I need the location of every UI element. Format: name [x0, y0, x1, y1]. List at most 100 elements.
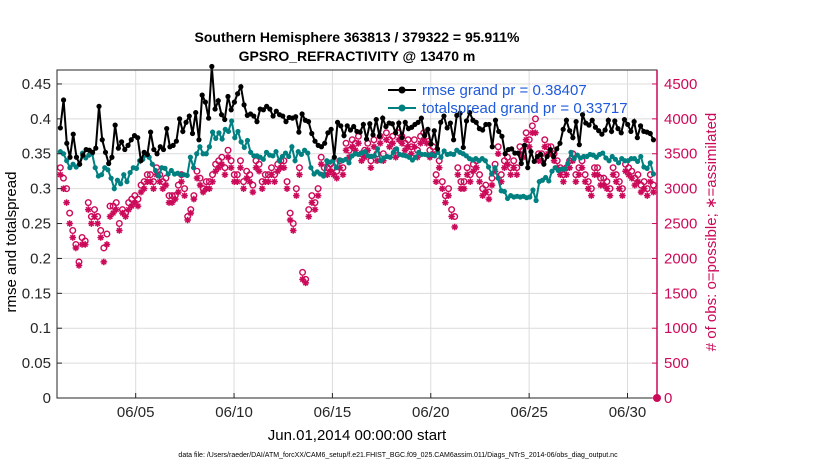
rmse-point	[325, 130, 331, 136]
totalspread-point	[533, 197, 539, 204]
rmse-point	[531, 158, 537, 165]
assimilated-point	[258, 185, 266, 192]
possible-point	[590, 164, 598, 172]
totalspread-point	[248, 149, 254, 155]
rmse-point	[89, 149, 96, 155]
totalspread-point	[260, 156, 266, 162]
rmse-point	[186, 113, 192, 119]
totalspread-point	[238, 139, 244, 145]
assimilated-point	[566, 164, 573, 172]
assimilated-point	[451, 223, 459, 231]
assimilated-point	[234, 178, 241, 185]
y-left-tick-label: 0.45	[22, 76, 51, 93]
possible-point	[510, 157, 518, 165]
rmse-point	[215, 98, 221, 104]
y-left-tick-label: 0.15	[22, 285, 51, 302]
rmse-point	[428, 141, 434, 147]
assimilated-point	[75, 262, 83, 269]
rmse-point	[567, 128, 573, 134]
assimilated-point	[376, 139, 384, 147]
assimilated-point	[389, 139, 396, 147]
possible-point	[181, 185, 189, 193]
totalspread-point	[292, 158, 298, 164]
possible-point	[634, 171, 642, 179]
assimilated-point	[612, 178, 620, 185]
assimilated-point	[364, 146, 372, 154]
assimilated-point	[221, 171, 229, 178]
possible-point	[56, 164, 64, 172]
y-right-tick-label: 1000	[664, 320, 697, 337]
possible-point	[162, 174, 170, 182]
rmse-point	[177, 116, 183, 122]
assimilated-point	[255, 167, 263, 175]
possible-point	[457, 178, 465, 186]
totalspread-point	[333, 165, 339, 171]
assimilated-point	[398, 139, 406, 147]
assimilated-point	[63, 199, 70, 206]
series-possible	[56, 115, 657, 283]
assimilated-point	[355, 139, 362, 147]
rmse-point	[112, 122, 118, 128]
totalspread-point	[67, 165, 73, 171]
rmse-point	[486, 121, 492, 128]
assimilated-point	[324, 171, 331, 178]
assimilated-point	[112, 206, 120, 213]
possible-point	[261, 171, 269, 179]
possible-point	[494, 143, 502, 151]
y-right-tick-label: 3500	[664, 146, 697, 163]
series-rmse	[57, 63, 657, 171]
series-layer	[56, 63, 661, 402]
assimilated-point	[395, 136, 403, 144]
assimilated-point	[240, 185, 247, 192]
rmse-point	[260, 107, 267, 113]
totalspread-point	[492, 165, 498, 171]
assimilated-point	[109, 209, 117, 217]
assimilated-point	[578, 164, 586, 172]
possible-point	[115, 220, 123, 228]
assimilated-point	[513, 171, 521, 178]
rmse-point	[138, 158, 144, 164]
possible-point	[292, 185, 300, 193]
assimilated-point	[557, 171, 564, 178]
totalspread-point	[108, 175, 114, 181]
rmse-point	[492, 117, 499, 123]
possible-point	[438, 178, 446, 186]
assimilated-point	[252, 164, 260, 172]
totalspread-point	[638, 153, 644, 160]
rmse-point	[328, 126, 334, 132]
assimilated-point	[246, 178, 254, 185]
rmse-point	[415, 119, 421, 125]
x-axis-label: Jun.01,2014 00:00:00 start	[268, 427, 447, 444]
chart-title-line1: Southern Hemisphere 363813 / 379322 = 95…	[195, 29, 520, 45]
totalspread-point	[216, 130, 222, 136]
assimilated-point	[628, 174, 636, 182]
totalspread-point	[105, 167, 111, 173]
rmse-point	[634, 135, 640, 141]
totalspread-point	[64, 158, 70, 164]
possible-point	[112, 199, 120, 207]
chart-title-line2: GPSRO_REFRACTIVITY @ 13470 m	[239, 48, 476, 64]
assimilated-point	[622, 167, 629, 175]
assimilated-point	[510, 164, 518, 172]
assimilated-point	[640, 185, 648, 192]
rmse-point	[612, 118, 618, 124]
possible-point	[370, 136, 378, 144]
assimilated-point	[435, 164, 443, 172]
y-right-tick-label: 2000	[664, 250, 697, 267]
assimilated-point	[463, 171, 471, 178]
assimilated-point	[411, 143, 418, 151]
rmse-point	[347, 127, 354, 133]
rmse-point	[547, 146, 553, 153]
assimilated-point	[314, 192, 322, 199]
assimilated-point	[383, 136, 390, 144]
rmse-point	[605, 117, 611, 123]
rmse-point	[457, 110, 463, 116]
totalspread-point	[225, 128, 232, 135]
rmse-point	[193, 109, 199, 116]
possible-point	[609, 164, 617, 172]
rmse-point	[154, 151, 160, 157]
possible-point	[448, 206, 456, 214]
rmse-point	[283, 119, 289, 125]
totalspread-point	[343, 156, 349, 162]
rmse-point	[509, 146, 515, 152]
